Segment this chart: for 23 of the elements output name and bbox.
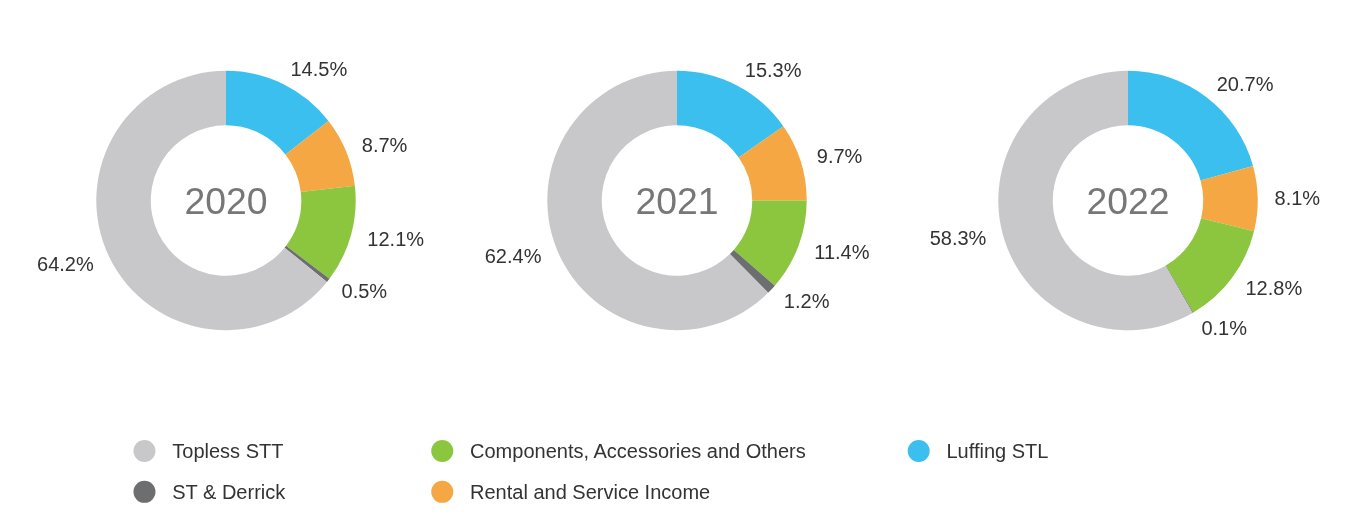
text: 2022 bbox=[1086, 179, 1170, 222]
data-label: 64.2% bbox=[37, 252, 94, 275]
data-label: 1.2% bbox=[783, 290, 830, 313]
text: 2020 bbox=[184, 179, 268, 222]
data-label: 0.5% bbox=[341, 279, 388, 302]
data-label: 14.5% bbox=[290, 57, 348, 80]
legend-label: Topless STT bbox=[172, 439, 284, 462]
legend-label: Components, Accessories and Others bbox=[470, 439, 806, 462]
data-label: 62.4% bbox=[484, 245, 542, 268]
data-label: 8.7% bbox=[361, 134, 408, 157]
data-label: 0.1% bbox=[1201, 316, 1248, 339]
data-label: 12.1% bbox=[367, 228, 425, 251]
legend-label: ST & Derrick bbox=[172, 480, 287, 503]
data-label: 11.4% bbox=[814, 240, 870, 263]
data-label: 12.8% bbox=[1245, 277, 1303, 300]
data-label: 15.3% bbox=[744, 59, 802, 82]
data-label: 58.3% bbox=[929, 227, 987, 250]
data-label: 20.7% bbox=[1216, 72, 1274, 95]
legend-label: Rental and Service Income bbox=[470, 480, 711, 503]
data-label: 8.1% bbox=[1274, 187, 1321, 210]
data-label: 9.7% bbox=[816, 145, 863, 168]
text: 2021 bbox=[635, 179, 719, 222]
legend-label: Luffing STL bbox=[946, 439, 1049, 462]
